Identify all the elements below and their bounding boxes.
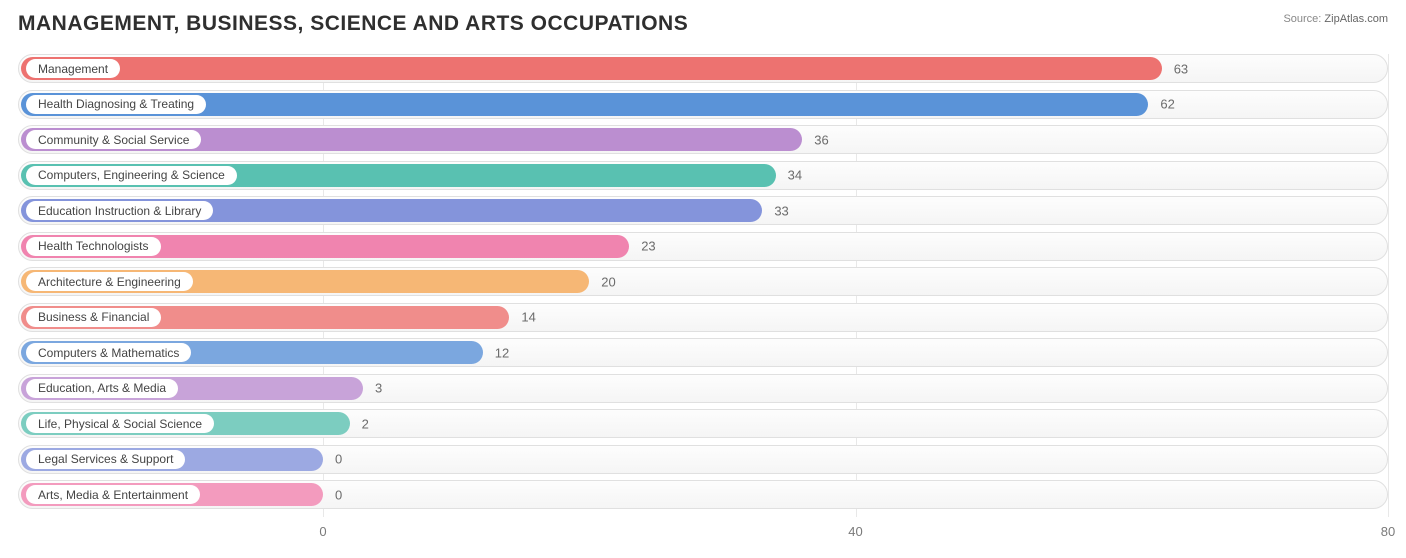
bar-row: Life, Physical & Social Science 2	[18, 409, 1388, 438]
bar-row: Computers & Mathematics 12	[18, 338, 1388, 367]
bar-value-label: 34	[788, 168, 802, 183]
bar-row: Health Technologists 23	[18, 232, 1388, 261]
bar-value-label: 36	[814, 132, 828, 147]
bar-row: Business & Financial 14	[18, 303, 1388, 332]
bar-value-label: 14	[521, 310, 535, 325]
bar-value-label: 3	[375, 381, 382, 396]
bar-row: Arts, Media & Entertainment 0	[18, 480, 1388, 509]
bar-value-label: 2	[362, 416, 369, 431]
gridline	[1388, 54, 1389, 517]
bar-category-label: Community & Social Service	[26, 130, 201, 149]
bar-row: Management 63	[18, 54, 1388, 83]
bar-category-label: Management	[26, 59, 120, 78]
bar-fill	[21, 57, 1162, 80]
bar-category-label: Life, Physical & Social Science	[26, 414, 214, 433]
bar-row: Computers, Engineering & Science 34	[18, 161, 1388, 190]
bar-category-label: Health Diagnosing & Treating	[26, 95, 206, 114]
bar-category-label: Computers & Mathematics	[26, 343, 191, 362]
bar-value-label: 63	[1174, 61, 1188, 76]
bar-value-label: 0	[335, 487, 342, 502]
source-attribution: Source: ZipAtlas.com	[1283, 12, 1388, 26]
bar-category-label: Education, Arts & Media	[26, 379, 178, 398]
bar-category-label: Computers, Engineering & Science	[26, 166, 237, 185]
bar-row: Legal Services & Support 0	[18, 445, 1388, 474]
source-brand: ZipAtlas.com	[1324, 13, 1388, 25]
bar-row: Architecture & Engineering 20	[18, 267, 1388, 296]
bar-value-label: 12	[495, 345, 509, 360]
occupations-bar-chart: 04080Management63Health Diagnosing & Tre…	[18, 54, 1388, 539]
bar-value-label: 20	[601, 274, 615, 289]
bar-value-label: 23	[641, 239, 655, 254]
bar-row: Education Instruction & Library 33	[18, 196, 1388, 225]
bar-row: Health Diagnosing & Treating 62	[18, 90, 1388, 119]
bar-category-label: Health Technologists	[26, 237, 161, 256]
bar-category-label: Architecture & Engineering	[26, 272, 193, 291]
x-axis-tick-label: 0	[319, 524, 326, 539]
bar-category-label: Business & Financial	[26, 308, 161, 327]
bar-value-label: 33	[774, 203, 788, 218]
bar-value-label: 62	[1160, 97, 1174, 112]
page-title: MANAGEMENT, BUSINESS, SCIENCE AND ARTS O…	[18, 12, 688, 36]
bar-category-label: Legal Services & Support	[26, 450, 185, 469]
bar-row: Education, Arts & Media 3	[18, 374, 1388, 403]
source-label: Source:	[1283, 13, 1321, 25]
bar-row: Community & Social Service 36	[18, 125, 1388, 154]
bar-category-label: Arts, Media & Entertainment	[26, 485, 200, 504]
bar-value-label: 0	[335, 452, 342, 467]
x-axis-tick-label: 80	[1381, 524, 1395, 539]
x-axis-tick-label: 40	[848, 524, 862, 539]
bar-category-label: Education Instruction & Library	[26, 201, 213, 220]
